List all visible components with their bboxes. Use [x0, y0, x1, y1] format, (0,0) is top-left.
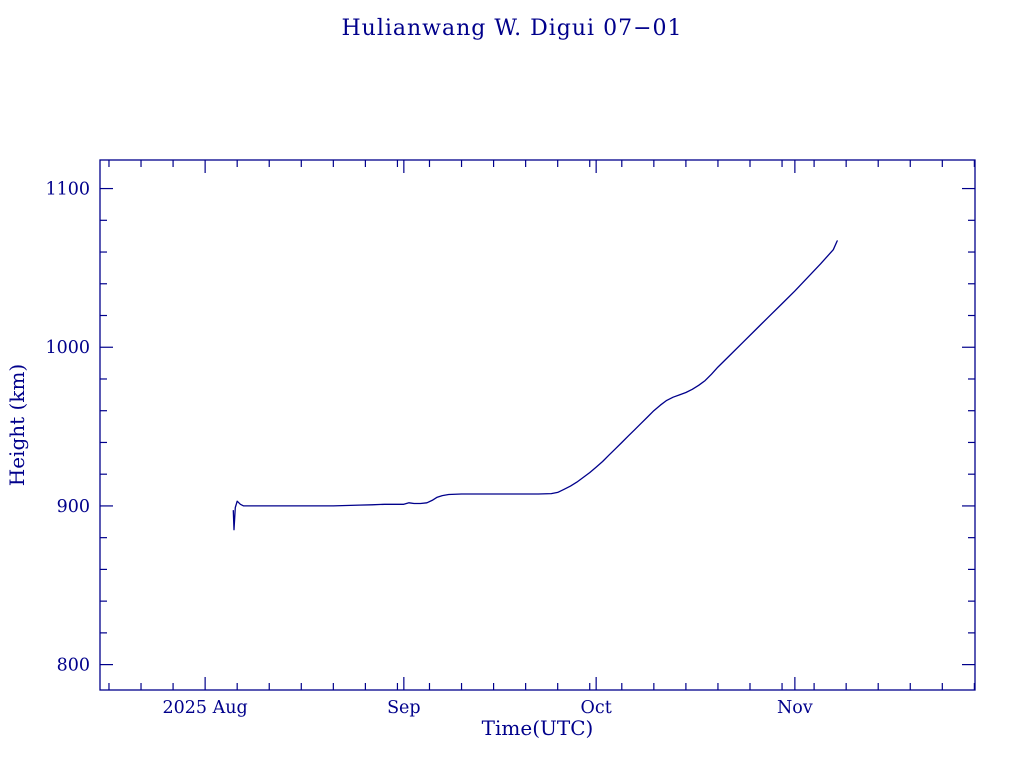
x-tick-label: 2025 Aug	[163, 698, 248, 718]
y-tick-label: 900	[57, 497, 90, 517]
x-tick-label: Nov	[777, 698, 813, 718]
axis-ticks	[100, 160, 975, 690]
y-tick-label: 1100	[45, 180, 90, 200]
data-line-height	[232, 240, 838, 531]
x-tick-label: Sep	[387, 698, 421, 718]
tick-labels: 2025 Aug Sep Oct Nov 800 900 1000 1100	[45, 180, 812, 718]
y-tick-label: 1000	[45, 338, 90, 358]
x-axis-label: Time(UTC)	[481, 716, 594, 740]
plot-frame	[99, 159, 976, 691]
x-tick-label: Oct	[581, 698, 612, 718]
chart-title: Hulianwang W. Digui 07−01	[341, 16, 683, 41]
y-tick-label: 800	[57, 656, 90, 676]
